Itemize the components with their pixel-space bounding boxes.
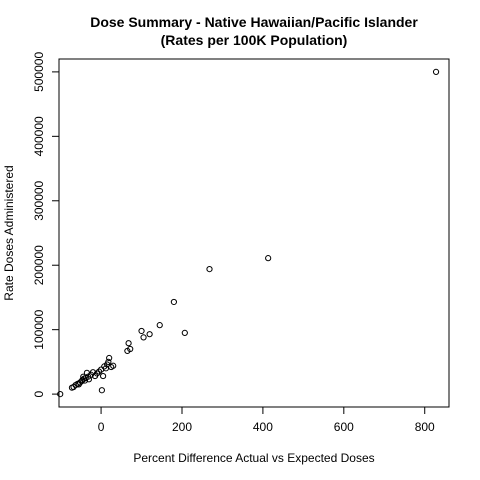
data-point	[207, 266, 212, 271]
y-axis-label: Rate Doses Administered	[2, 165, 16, 300]
data-points	[58, 69, 439, 396]
y-tick-label: 500000	[32, 52, 46, 92]
data-point	[171, 299, 176, 304]
data-point	[433, 69, 438, 74]
data-point	[139, 328, 144, 333]
x-tick-label: 600	[334, 420, 354, 434]
data-point	[157, 323, 162, 328]
data-point	[126, 341, 131, 346]
data-point	[182, 330, 187, 335]
x-tick-label: 0	[98, 420, 105, 434]
y-tick-label: 100000	[32, 309, 46, 349]
y-axis: 0 100000 200000 300000 400000 500000	[32, 52, 59, 398]
x-axis-label: Percent Difference Actual vs Expected Do…	[133, 451, 374, 465]
y-tick-label: 400000	[32, 116, 46, 156]
x-axis: 0 200 400 600 800	[98, 407, 435, 434]
data-point	[266, 256, 271, 261]
y-tick-label: 300000	[32, 180, 46, 220]
chart-title: Dose Summary - Native Hawaiian/Pacific I…	[90, 14, 418, 30]
x-tick-label: 400	[253, 420, 273, 434]
data-point	[100, 373, 105, 378]
x-tick-label: 800	[415, 420, 435, 434]
x-tick-label: 200	[172, 420, 192, 434]
data-point	[147, 332, 152, 337]
data-point	[99, 388, 104, 393]
chart-subtitle: (Rates per 100K Population)	[161, 32, 348, 48]
y-tick-label: 200000	[32, 245, 46, 285]
plot-frame	[59, 59, 449, 407]
data-point	[141, 335, 146, 340]
y-tick-label: 0	[32, 390, 46, 397]
